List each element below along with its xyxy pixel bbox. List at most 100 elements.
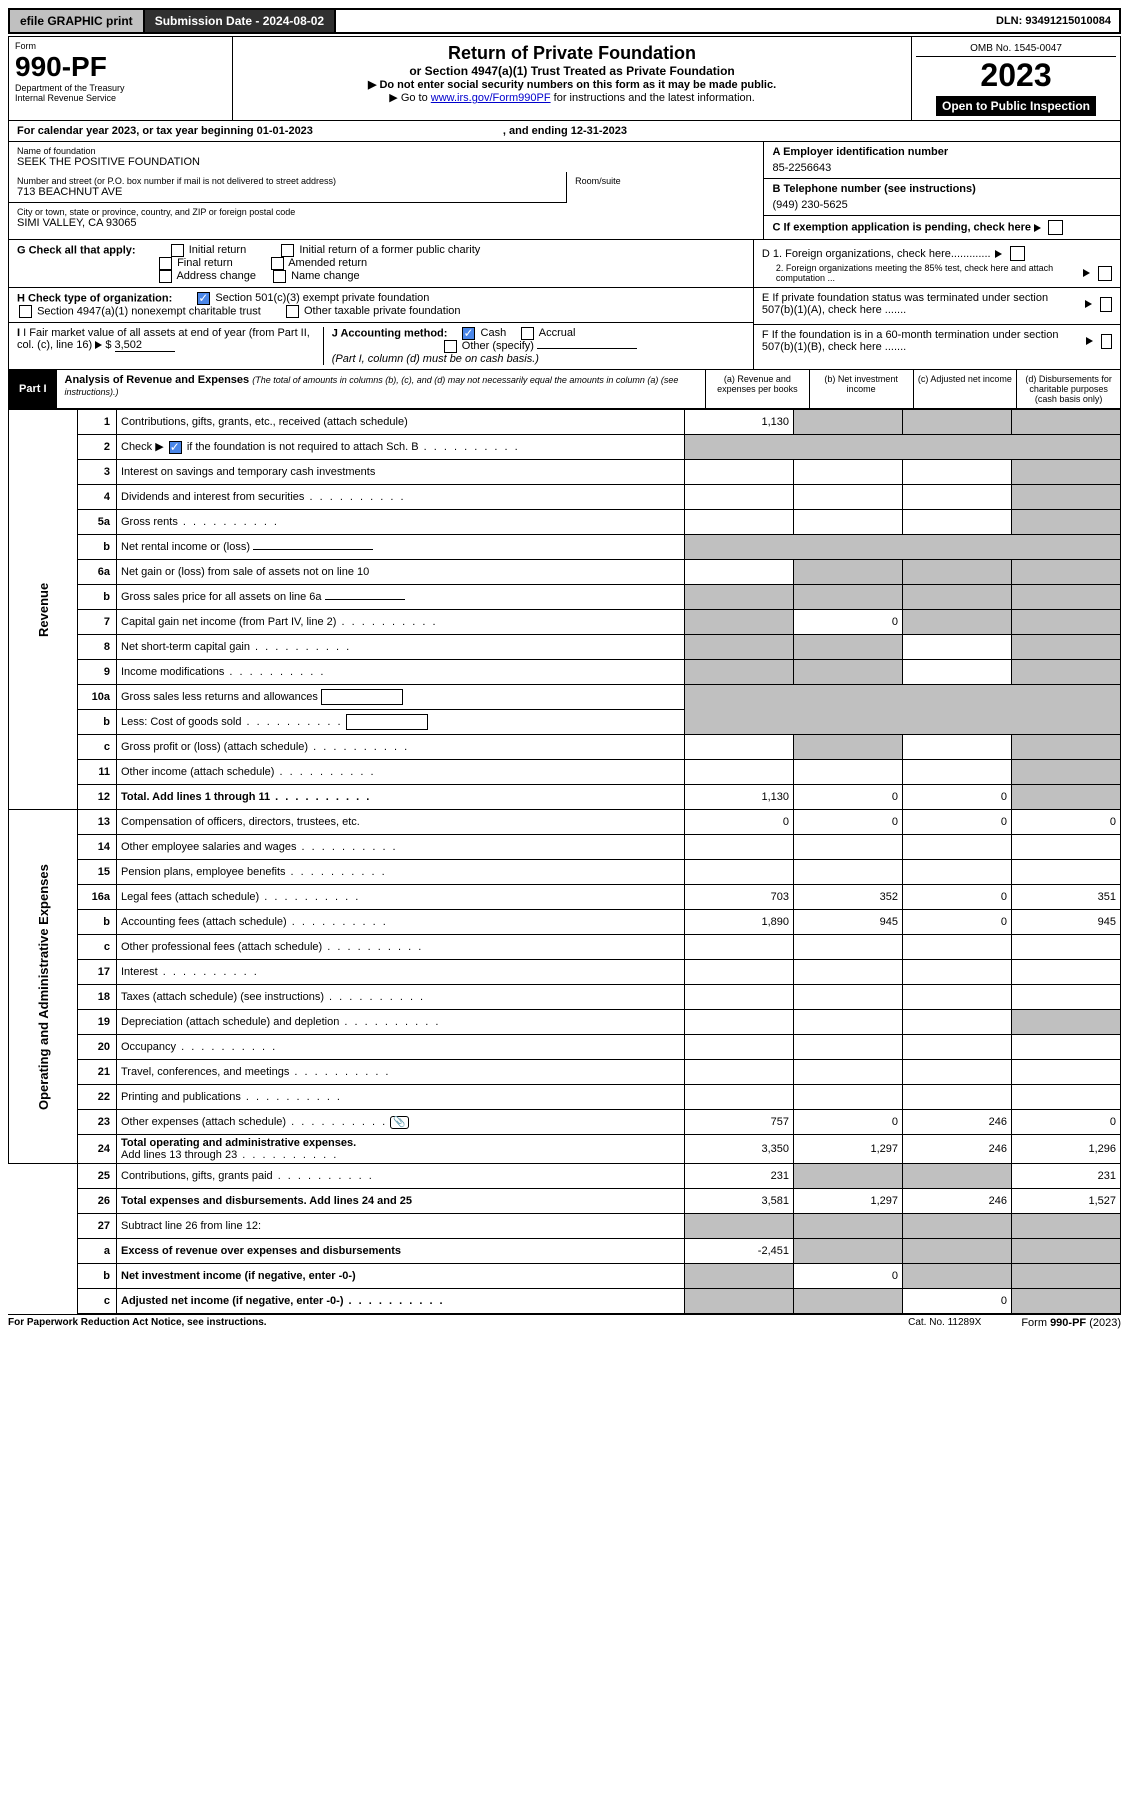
arrow-icon bbox=[1034, 224, 1041, 232]
checkbox-name-change[interactable] bbox=[273, 270, 286, 283]
city-label: City or town, state or province, country… bbox=[17, 207, 755, 217]
line-10a-desc: Gross sales less returns and allowances bbox=[117, 685, 685, 710]
line-27c-desc: Adjusted net income (if negative, enter … bbox=[117, 1289, 685, 1314]
line-22-desc: Printing and publications bbox=[117, 1085, 685, 1110]
line-27b-desc: Net investment income (if negative, ente… bbox=[117, 1264, 685, 1289]
section-g: G Check all that apply: Initial return I… bbox=[9, 240, 753, 288]
line-16a-desc: Legal fees (attach schedule) bbox=[117, 885, 685, 910]
section-e: E If private foundation status was termi… bbox=[754, 287, 1120, 320]
line-10c-desc: Gross profit or (loss) (attach schedule) bbox=[117, 735, 685, 760]
checkbox-final-return[interactable] bbox=[159, 257, 172, 270]
irs-label: Internal Revenue Service bbox=[15, 93, 226, 103]
arrow-icon bbox=[995, 250, 1002, 258]
attachment-icon[interactable]: 📎 bbox=[390, 1116, 408, 1129]
checkbox-initial-public[interactable] bbox=[281, 244, 294, 257]
form-number: 990-PF bbox=[15, 51, 226, 83]
checkbox-schb[interactable] bbox=[169, 441, 182, 454]
line-14-desc: Other employee salaries and wages bbox=[117, 835, 685, 860]
line-27a-desc: Excess of revenue over expenses and disb… bbox=[117, 1239, 685, 1264]
checkbox-cash[interactable] bbox=[462, 327, 475, 340]
line-13-desc: Compensation of officers, directors, tru… bbox=[117, 810, 685, 835]
dln-label: DLN: 93491215010084 bbox=[988, 11, 1119, 31]
line-11-desc: Other income (attach schedule) bbox=[117, 760, 685, 785]
checkbox-amended[interactable] bbox=[271, 257, 284, 270]
instr-goto: ▶ Go to www.irs.gov/Form990PF for instru… bbox=[239, 91, 905, 104]
line-17-desc: Interest bbox=[117, 960, 685, 985]
submission-date-label: Submission Date - 2024-08-02 bbox=[145, 10, 336, 32]
omb-number: OMB No. 1545-0047 bbox=[916, 41, 1116, 57]
efile-print-button[interactable]: efile GRAPHIC print bbox=[10, 10, 145, 32]
checkbox-f[interactable] bbox=[1101, 334, 1112, 349]
line-1-a: 1,130 bbox=[685, 410, 794, 435]
section-d2: 2. Foreign organizations meeting the 85%… bbox=[762, 263, 1112, 283]
paperwork-notice: For Paperwork Reduction Act Notice, see … bbox=[8, 1317, 267, 1329]
foundation-name-label: Name of foundation bbox=[17, 146, 755, 156]
form-label: Form bbox=[15, 41, 226, 51]
checkbox-initial-return[interactable] bbox=[171, 244, 184, 257]
checkbox-e[interactable] bbox=[1100, 297, 1112, 312]
form-subtitle: or Section 4947(a)(1) Trust Treated as P… bbox=[239, 64, 905, 78]
part1-title: Analysis of Revenue and Expenses bbox=[65, 374, 250, 386]
line-2-desc: Check ▶ if the foundation is not require… bbox=[117, 435, 685, 460]
checkbox-d1[interactable] bbox=[1010, 246, 1025, 261]
line-16b-desc: Accounting fees (attach schedule) bbox=[117, 910, 685, 935]
open-to-public: Open to Public Inspection bbox=[936, 96, 1096, 116]
arrow-icon bbox=[1083, 269, 1090, 277]
expenses-side-label: Operating and Administrative Expenses bbox=[9, 810, 78, 1164]
arrow-icon bbox=[1085, 300, 1092, 308]
top-bar: efile GRAPHIC print Submission Date - 20… bbox=[8, 8, 1121, 34]
line-7-b: 0 bbox=[794, 610, 903, 635]
tax-year: 2023 bbox=[916, 57, 1116, 94]
calendar-year-row: For calendar year 2023, or tax year begi… bbox=[8, 121, 1121, 142]
dept-treasury: Department of the Treasury bbox=[15, 83, 226, 93]
part1-table: Revenue 1Contributions, gifts, grants, e… bbox=[8, 409, 1121, 1314]
line-18-desc: Taxes (attach schedule) (see instruction… bbox=[117, 985, 685, 1010]
line-19-desc: Depreciation (attach schedule) and deple… bbox=[117, 1010, 685, 1035]
revenue-side-label: Revenue bbox=[9, 410, 78, 810]
fair-market-value: 3,502 bbox=[115, 339, 175, 352]
line-21-desc: Travel, conferences, and meetings bbox=[117, 1060, 685, 1085]
form990pf-link[interactable]: www.irs.gov/Form990PF bbox=[431, 92, 551, 104]
foundation-name: SEEK THE POSITIVE FOUNDATION bbox=[17, 156, 755, 168]
cash-basis-note: (Part I, column (d) must be on cash basi… bbox=[332, 353, 539, 365]
checkbox-address-change[interactable] bbox=[159, 270, 172, 283]
col-c-header: (c) Adjusted net income bbox=[913, 370, 1017, 408]
line-12-desc: Total. Add lines 1 through 11 bbox=[117, 785, 685, 810]
line-23-desc: Other expenses (attach schedule) 📎 bbox=[117, 1110, 685, 1135]
line-8-desc: Net short-term capital gain bbox=[117, 635, 685, 660]
line-9-desc: Income modifications bbox=[117, 660, 685, 685]
exemption-pending-label: C If exemption application is pending, c… bbox=[772, 221, 1031, 233]
section-ij: I I Fair market value of all assets at e… bbox=[9, 323, 753, 369]
line-12-c: 0 bbox=[903, 785, 1012, 810]
checkbox-4947[interactable] bbox=[19, 305, 32, 318]
col-a-header: (a) Revenue and expenses per books bbox=[705, 370, 809, 408]
form-title: Return of Private Foundation bbox=[239, 43, 905, 64]
line-26-desc: Total expenses and disbursements. Add li… bbox=[117, 1189, 685, 1214]
checkbox-d2[interactable] bbox=[1098, 266, 1112, 281]
line-6b-desc: Gross sales price for all assets on line… bbox=[117, 585, 685, 610]
line-10b-desc: Less: Cost of goods sold bbox=[117, 710, 685, 735]
checkbox-other-method[interactable] bbox=[444, 340, 457, 353]
arrow-icon bbox=[95, 341, 102, 349]
cat-number: Cat. No. 11289X bbox=[908, 1317, 981, 1329]
line-1-desc: Contributions, gifts, grants, etc., rece… bbox=[117, 410, 685, 435]
city-value: SIMI VALLEY, CA 93065 bbox=[17, 217, 755, 229]
line-20-desc: Occupancy bbox=[117, 1035, 685, 1060]
col-d-header: (d) Disbursements for charitable purpose… bbox=[1016, 370, 1120, 408]
checkbox-other-taxable[interactable] bbox=[286, 305, 299, 318]
phone-label: B Telephone number (see instructions) bbox=[772, 183, 1112, 195]
section-f: F If the foundation is in a 60-month ter… bbox=[754, 324, 1120, 357]
room-label: Room/suite bbox=[575, 176, 755, 186]
checkbox-c[interactable] bbox=[1048, 220, 1063, 235]
line-3-desc: Interest on savings and temporary cash i… bbox=[117, 460, 685, 485]
line-5b-desc: Net rental income or (loss) bbox=[117, 535, 685, 560]
checkbox-501c3[interactable] bbox=[197, 292, 210, 305]
line-16c-desc: Other professional fees (attach schedule… bbox=[117, 935, 685, 960]
ein-value: 85-2256643 bbox=[772, 162, 1112, 174]
line-5a-desc: Gross rents bbox=[117, 510, 685, 535]
line-7-desc: Capital gain net income (from Part IV, l… bbox=[117, 610, 685, 635]
phone-value: (949) 230-5625 bbox=[772, 199, 1112, 211]
checkbox-accrual[interactable] bbox=[521, 327, 534, 340]
accounting-method-label: J Accounting method: bbox=[332, 327, 448, 339]
line-25-desc: Contributions, gifts, grants paid bbox=[117, 1164, 685, 1189]
